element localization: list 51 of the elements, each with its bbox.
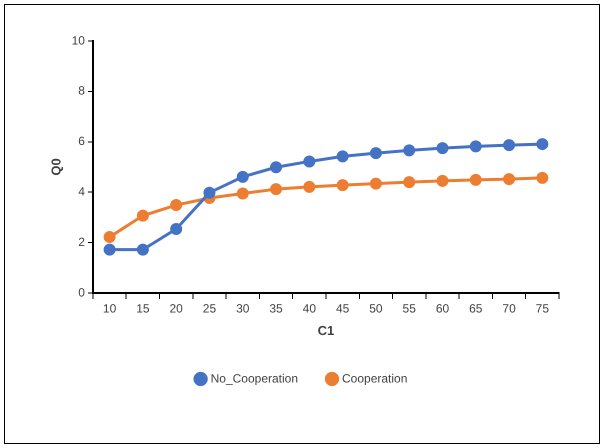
- point: [104, 244, 116, 256]
- point: [336, 179, 349, 192]
- y-axis-title: Q0: [48, 158, 64, 176]
- y-tick-label: 0: [78, 285, 86, 300]
- point: [236, 170, 249, 183]
- point: [104, 231, 116, 244]
- x-tick-label: 70: [502, 302, 516, 316]
- legend-label: No_Cooperation: [210, 371, 298, 386]
- point: [536, 138, 548, 150]
- point: [136, 244, 149, 256]
- x-tick-label: 30: [236, 302, 250, 316]
- y-tick-label: 4: [78, 184, 86, 199]
- point: [270, 183, 282, 196]
- x-tick-label: 15: [136, 302, 150, 316]
- x-tick-label: 20: [169, 302, 184, 316]
- point: [303, 180, 316, 193]
- x-tick-label: 65: [469, 302, 483, 316]
- point: [503, 173, 516, 186]
- point: [303, 155, 316, 168]
- point: [436, 142, 448, 154]
- x-tick-label: 35: [269, 302, 284, 316]
- point: [370, 147, 382, 160]
- legend-label: Cooperation: [342, 371, 408, 386]
- y-tick-label: 6: [78, 134, 86, 148]
- x-tick-label: 45: [336, 302, 350, 316]
- y-tick-label: 8: [78, 84, 86, 98]
- point: [170, 199, 182, 212]
- x-tick-label: 40: [302, 302, 316, 316]
- point: [536, 172, 548, 184]
- point: [503, 139, 516, 152]
- x-tick-label: 55: [402, 302, 416, 316]
- x-tick-label: 50: [369, 302, 383, 316]
- x-axis-title: C1: [318, 322, 334, 338]
- point: [370, 178, 382, 190]
- point: [203, 186, 216, 199]
- point: [470, 140, 482, 152]
- point: [170, 222, 182, 235]
- point: [336, 150, 349, 162]
- y-tick-label: 10: [72, 33, 86, 48]
- point: [136, 210, 149, 222]
- x-tick-label: 25: [202, 302, 216, 316]
- y-tick-label: 2: [78, 234, 86, 249]
- point: [470, 174, 482, 186]
- point: [236, 187, 249, 200]
- point: [436, 174, 448, 187]
- x-tick-label: 10: [102, 302, 117, 316]
- point: [403, 144, 416, 156]
- x-tick-label: 75: [536, 302, 550, 316]
- x-tick-label: 60: [436, 302, 450, 316]
- point: [270, 161, 282, 174]
- point: [403, 176, 416, 188]
